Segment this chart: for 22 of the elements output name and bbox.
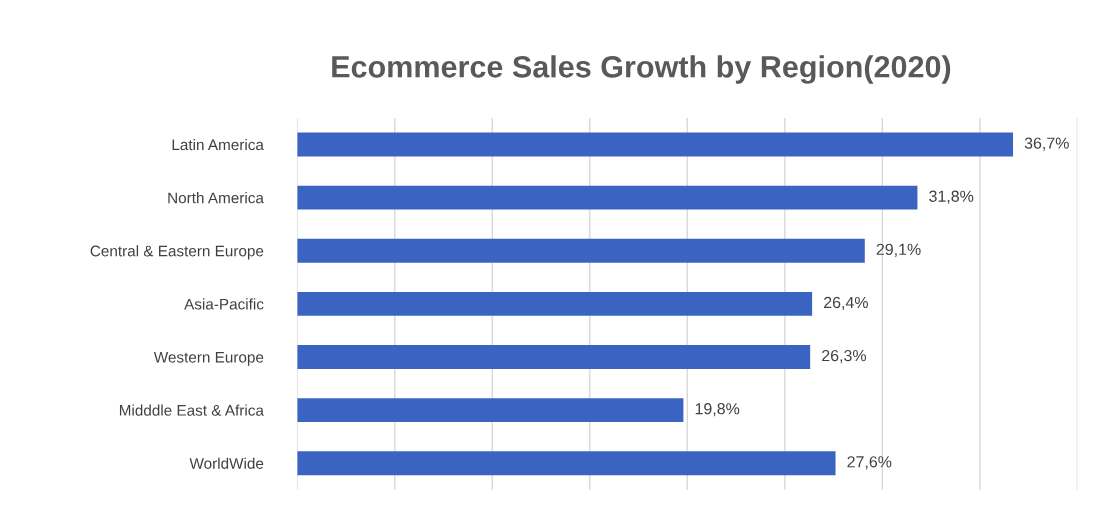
bar bbox=[297, 398, 684, 423]
y-tick-label: Asia-Pacific bbox=[184, 298, 264, 310]
data-label: 19,8% bbox=[695, 403, 740, 417]
bar bbox=[297, 185, 918, 210]
y-tick-label: North America bbox=[168, 192, 264, 204]
bar bbox=[297, 132, 1014, 157]
bar bbox=[297, 238, 865, 263]
y-tick-label: Latin America bbox=[172, 138, 264, 151]
y-tick-label: Midddle East & Africa bbox=[119, 404, 264, 416]
bar bbox=[297, 291, 813, 316]
y-tick-label: Western Europe bbox=[153, 351, 264, 366]
data-label: 31,8% bbox=[929, 190, 974, 204]
data-label: 26,3% bbox=[822, 349, 867, 364]
data-label: 27,6% bbox=[847, 456, 892, 470]
chart-title: Ecommerce Sales Growth by Region(2020) bbox=[332, 55, 951, 84]
y-tick-label: WorldWide bbox=[189, 457, 264, 469]
data-label: 29,1% bbox=[876, 243, 921, 257]
bar bbox=[297, 451, 836, 476]
bar bbox=[297, 345, 811, 369]
y-tick-label: Central & Eastern Europe bbox=[90, 245, 264, 260]
data-label: 26,4% bbox=[824, 296, 868, 311]
data-label: 36,7% bbox=[1024, 137, 1069, 151]
